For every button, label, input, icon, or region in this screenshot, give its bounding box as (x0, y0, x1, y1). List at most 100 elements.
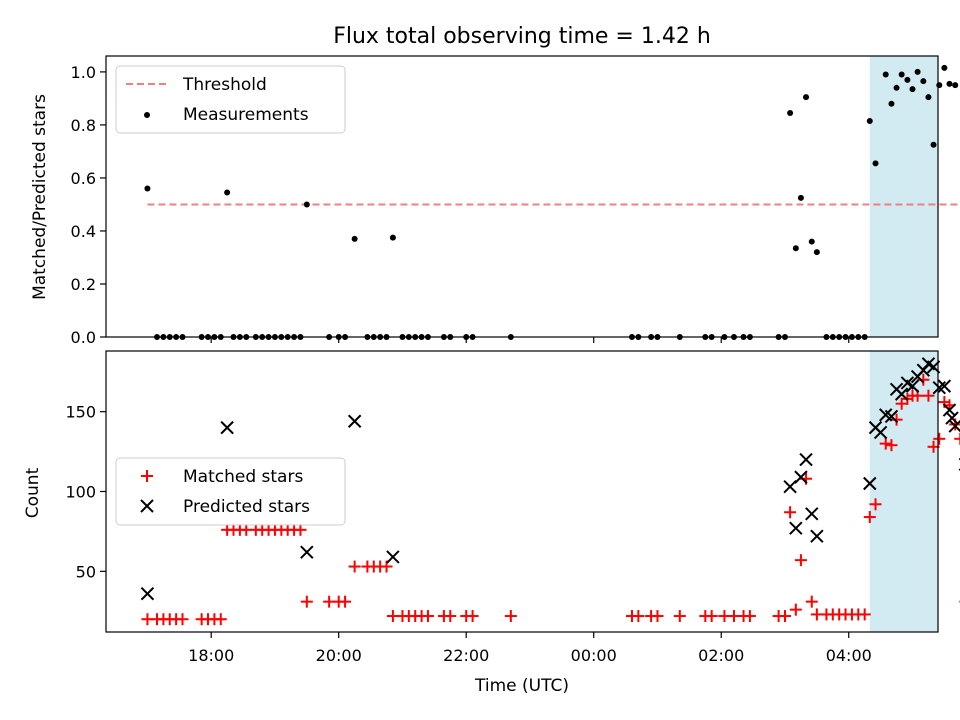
matched-stars-point (339, 595, 352, 608)
matched-legend-label: Matched stars (183, 467, 303, 487)
x-tick-label: 02:00 (698, 646, 744, 665)
matched-stars-point (673, 610, 686, 623)
y-tick-label: 100 (65, 483, 96, 502)
y-tick-label: 150 (65, 403, 96, 422)
predicted-stars-point (937, 379, 952, 393)
measurement-point (914, 68, 921, 75)
measurement-point (904, 76, 911, 83)
measurement-point (952, 82, 959, 89)
measurement-point (936, 82, 943, 89)
measurement-point (792, 245, 799, 252)
measurement-point (941, 64, 948, 71)
highlight-band (869, 56, 938, 337)
predicted-stars-point (300, 545, 314, 559)
matched-stars-point (214, 613, 227, 626)
predicted-stars-point (873, 425, 888, 440)
y-tick-label: 0.2 (71, 275, 96, 294)
measurement-point (946, 80, 953, 87)
predicted-legend-swatch (140, 499, 154, 513)
matched-stars-point (869, 498, 882, 511)
predicted-stars-point (894, 387, 909, 401)
predicted-stars-point (347, 414, 362, 428)
measurement-point (351, 235, 358, 242)
highlight-band (869, 351, 938, 632)
predicted-stars-point (905, 379, 920, 393)
predicted-stars-point (799, 452, 813, 467)
predicted-stars-point (805, 507, 819, 521)
predicted-stars-point (783, 480, 797, 494)
threshold-legend-label: Threshold (182, 75, 267, 95)
predicted-stars-point (789, 521, 803, 535)
measurements-legend-swatch (144, 112, 150, 118)
y-tick-label: 50 (76, 562, 96, 581)
predicted-stars-point (948, 419, 960, 433)
y-tick-label: 0.8 (71, 116, 96, 135)
x-tick-label: 22:00 (443, 646, 489, 665)
measurement-point (797, 194, 804, 201)
measurement-point (898, 71, 905, 78)
x-tick-label: 04:00 (826, 646, 872, 665)
matched-legend-swatch (141, 470, 153, 482)
measurement-point (882, 71, 889, 78)
x-tick-label: 00:00 (571, 646, 617, 665)
matched-stars-point (632, 610, 645, 623)
predicted-stars-point (945, 411, 959, 425)
predicted-stars-point (794, 470, 808, 484)
x-axis-label: Time (UTC) (474, 676, 569, 696)
measurement-point (872, 160, 879, 167)
matched-stars-point (789, 603, 802, 616)
matched-stars-point (176, 613, 189, 626)
matched-stars-point (444, 610, 457, 623)
predicted-stars-point (810, 529, 824, 543)
measurement-point (866, 117, 873, 124)
x-tick-label: 18:00 (188, 646, 234, 665)
matched-stars-point (890, 413, 903, 426)
y-tick-label: 0.6 (71, 169, 96, 188)
matched-stars-point (348, 560, 361, 573)
matched-stars-point (885, 439, 898, 452)
ratio-legend: Threshold Measurements (115, 65, 346, 134)
measurement-point (303, 201, 310, 208)
matched-stars-point (784, 506, 797, 519)
measurements-legend-label: Measurements (183, 105, 309, 125)
matched-stars-point (294, 523, 307, 536)
predicted-stars-point (386, 550, 400, 564)
matched-stars-point (300, 595, 313, 608)
y-tick-label: 1.0 (71, 63, 96, 82)
predicted-stars-point (942, 403, 957, 417)
predicted-legend-label: Predicted stars (183, 497, 310, 517)
matched-stars-point (954, 432, 960, 445)
ratio-panel-frame (105, 55, 939, 338)
predicted-stars-point (220, 420, 234, 435)
measurement-point (144, 185, 151, 192)
ratio-y-axis-label: Matched/Predicted stars (30, 94, 50, 300)
measurement-point (920, 78, 927, 85)
count-legend: Matched stars Predicted stars (115, 457, 346, 526)
predicted-stars-point (140, 586, 155, 601)
count-y-axis-label: Count (23, 467, 43, 518)
measurement-point (909, 86, 916, 93)
matched-stars-point (794, 554, 807, 567)
matched-stars-point (778, 610, 791, 623)
matched-stars-point (858, 608, 871, 621)
matched-stars-point (705, 610, 718, 623)
measurement-point (787, 109, 794, 116)
x-tick-label: 20:00 (316, 646, 362, 665)
matched-stars-point (879, 437, 892, 450)
matched-stars-point (504, 610, 517, 623)
y-tick-label: 0.0 (71, 328, 96, 347)
y-tick-label: 0.4 (71, 222, 96, 241)
predicted-stars-point (884, 409, 899, 424)
matched-stars-point (917, 373, 930, 386)
measurement-point (389, 234, 396, 241)
chart-title: Flux total observing time = 1.42 h (333, 24, 711, 49)
matched-stars-point (421, 610, 434, 623)
matched-stars-point (922, 389, 935, 402)
matched-stars-point (651, 610, 664, 623)
matched-stars-point (863, 511, 876, 524)
matched-stars-point (805, 595, 818, 608)
matched-stars-point (466, 610, 479, 623)
matched-stars-point (743, 610, 756, 623)
